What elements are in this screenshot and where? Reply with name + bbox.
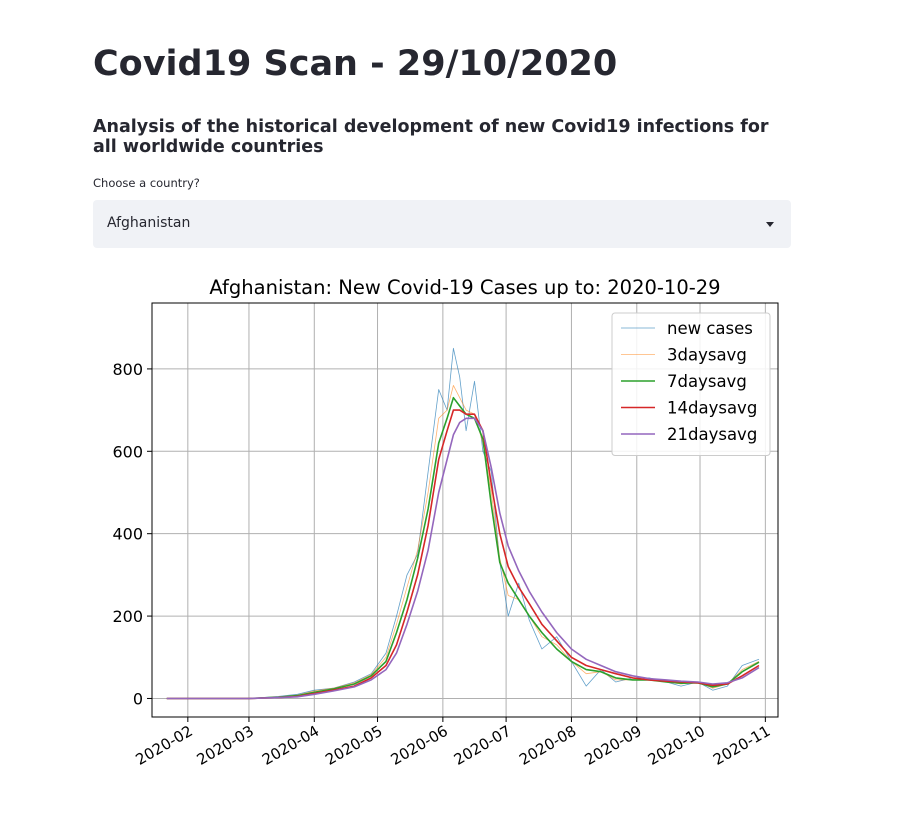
x-tick-label: 2020-05 <box>322 722 385 769</box>
y-tick-label: 0 <box>133 689 143 708</box>
legend-label: 21daysavg <box>667 425 757 444</box>
y-tick-label: 800 <box>112 360 143 379</box>
chart-container: Afghanistan: New Covid-19 Cases up to: 2… <box>90 262 810 822</box>
y-tick-label: 200 <box>112 607 143 626</box>
page-title: Covid19 Scan - 29/10/2020 <box>93 44 618 84</box>
legend-label: new cases <box>667 319 753 338</box>
x-tick-label: 2020-08 <box>516 722 579 769</box>
country-select[interactable]: Afghanistan <box>93 200 791 248</box>
y-tick-label: 600 <box>112 442 143 461</box>
cases-chart: Afghanistan: New Covid-19 Cases up to: 2… <box>112 276 779 769</box>
plot-frame <box>151 302 779 718</box>
legend-label: 14daysavg <box>667 399 757 418</box>
chevron-down-icon <box>766 222 774 227</box>
y-tick-label: 400 <box>112 525 143 544</box>
x-tick-label: 2020-02 <box>133 722 196 769</box>
x-tick-label: 2020-03 <box>194 722 257 769</box>
x-tick-label: 2020-07 <box>451 722 514 769</box>
x-tick-label: 2020-04 <box>259 722 322 769</box>
series-line <box>166 417 760 700</box>
x-tick-label: 2020-11 <box>710 722 773 769</box>
country-select-value: Afghanistan <box>107 215 191 231</box>
x-tick-label: 2020-09 <box>581 722 644 769</box>
x-tick-label: 2020-10 <box>645 722 708 769</box>
legend-label: 3daysavg <box>667 346 747 365</box>
page-subtitle: Analysis of the historical development o… <box>93 117 769 157</box>
x-tick-label: 2020-06 <box>388 722 451 769</box>
chart-legend <box>611 312 771 456</box>
legend-label: 7daysavg <box>667 372 747 391</box>
chart-title: Afghanistan: New Covid-19 Cases up to: 2… <box>209 276 720 299</box>
country-select-label: Choose a country? <box>93 176 200 190</box>
